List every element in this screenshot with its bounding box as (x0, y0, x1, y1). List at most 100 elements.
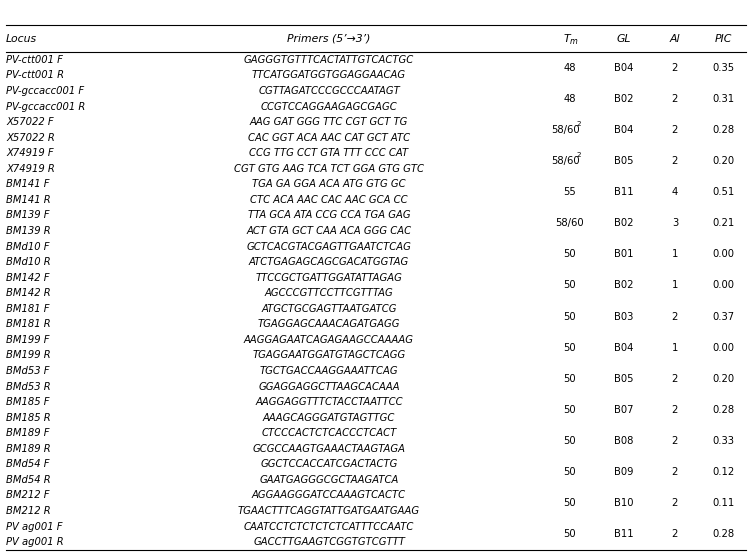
Text: 50: 50 (563, 467, 576, 477)
Text: 2: 2 (672, 529, 678, 539)
Text: B04: B04 (614, 125, 634, 135)
Text: 50: 50 (563, 343, 576, 353)
Text: Locus: Locus (6, 34, 37, 44)
Text: B08: B08 (614, 436, 634, 446)
Text: BMd10 F: BMd10 F (6, 241, 50, 251)
Text: BM139 R: BM139 R (6, 226, 51, 236)
Text: ATCTGAGAGCAGCGACATGGTAG: ATCTGAGAGCAGCGACATGGTAG (249, 257, 409, 267)
Text: GAGGGTGTTTCACTATTGTCACTGC: GAGGGTGTTTCACTATTGTCACTGC (244, 55, 414, 65)
Text: ATGCTGCGAGTTAATGATCG: ATGCTGCGAGTTAATGATCG (261, 304, 397, 314)
Text: BM141 F: BM141 F (6, 179, 50, 189)
Text: B10: B10 (614, 498, 634, 508)
Text: 2: 2 (672, 436, 678, 446)
Text: 3: 3 (672, 218, 678, 228)
Text: AGCCCGTTCCTTCGTTTAG: AGCCCGTTCCTTCGTTTAG (265, 288, 393, 298)
Text: TGCTGACCAAGGAAATTCAG: TGCTGACCAAGGAAATTCAG (259, 366, 399, 376)
Text: CAATCCTCTCTCTCTCATTTCCAATC: CAATCCTCTCTCTCTCATTTCCAATC (244, 521, 414, 531)
Text: B11: B11 (614, 187, 634, 197)
Text: 0.28: 0.28 (713, 405, 735, 415)
Text: BMd54 R: BMd54 R (6, 475, 51, 485)
Text: ACT GTA GCT CAA ACA GGG CAC: ACT GTA GCT CAA ACA GGG CAC (247, 226, 411, 236)
Text: PV-gccacc001 F: PV-gccacc001 F (6, 86, 84, 96)
Text: GCGCCAAGTGAAACTAAGTAGA: GCGCCAAGTGAAACTAAGTAGA (253, 444, 405, 454)
Text: GGAGGAGGCTTAAGCACAAA: GGAGGAGGCTTAAGCACAAA (258, 381, 400, 391)
Text: 0.51: 0.51 (713, 187, 735, 197)
Text: CTCCCACTCTCACCCTCACT: CTCCCACTCTCACCCTCACT (262, 428, 396, 438)
Text: BM141 R: BM141 R (6, 195, 51, 205)
Text: 50: 50 (563, 249, 576, 259)
Text: 2: 2 (672, 311, 678, 321)
Text: PV-ctt001 F: PV-ctt001 F (6, 55, 63, 65)
Text: 0.28: 0.28 (713, 125, 735, 135)
Text: 50: 50 (563, 374, 576, 384)
Text: 0.35: 0.35 (713, 63, 735, 73)
Text: 1: 1 (672, 281, 678, 291)
Text: 2: 2 (672, 156, 678, 166)
Text: B02: B02 (614, 218, 634, 228)
Text: CCG TTG CCT GTA TTT CCC CAT: CCG TTG CCT GTA TTT CCC CAT (250, 148, 408, 158)
Text: PIC: PIC (715, 34, 732, 44)
Text: 1: 1 (672, 249, 678, 259)
Text: TGAACTTTCAGGTATTGATGAATGAAG: TGAACTTTCAGGTATTGATGAATGAAG (238, 506, 420, 516)
Text: BM212 F: BM212 F (6, 491, 50, 501)
Text: B05: B05 (614, 156, 634, 166)
Text: TGA GA GGA ACA ATG GTG GC: TGA GA GGA ACA ATG GTG GC (252, 179, 406, 189)
Text: B09: B09 (614, 467, 634, 477)
Text: B04: B04 (614, 63, 634, 73)
Text: 4: 4 (672, 187, 678, 197)
Text: PV-gccacc001 R: PV-gccacc001 R (6, 101, 86, 111)
Text: PV-ctt001 R: PV-ctt001 R (6, 71, 64, 81)
Text: 58/60: 58/60 (551, 156, 581, 166)
Text: 0.00: 0.00 (713, 343, 735, 353)
Text: X57022 R: X57022 R (6, 133, 55, 143)
Text: BMd53 F: BMd53 F (6, 366, 50, 376)
Text: PV ag001 R: PV ag001 R (6, 537, 64, 547)
Text: 0.20: 0.20 (713, 374, 735, 384)
Text: BM142 R: BM142 R (6, 288, 51, 298)
Text: B05: B05 (614, 374, 634, 384)
Text: m: m (569, 38, 578, 46)
Text: 0.00: 0.00 (713, 249, 735, 259)
Text: CAC GGT ACA AAC CAT GCT ATC: CAC GGT ACA AAC CAT GCT ATC (248, 133, 410, 143)
Text: BM199 F: BM199 F (6, 335, 50, 345)
Text: B11: B11 (614, 529, 634, 539)
Text: BM142 F: BM142 F (6, 273, 50, 283)
Text: AGGAAGGGATCCAAAGTCACTC: AGGAAGGGATCCAAAGTCACTC (252, 491, 406, 501)
Text: CGTTAGATCCCGCCCAATAGT: CGTTAGATCCCGCCCAATAGT (258, 86, 400, 96)
Text: GGCTCCACCATCGACTACTG: GGCTCCACCATCGACTACTG (260, 459, 398, 469)
Text: CTC ACA AAC CAC AAC GCA CC: CTC ACA AAC CAC AAC GCA CC (250, 195, 408, 205)
Text: TTCATGGATGGTGGAGGAACAG: TTCATGGATGGTGGAGGAACAG (252, 71, 406, 81)
Text: BM185 R: BM185 R (6, 413, 51, 423)
Text: 2: 2 (576, 122, 581, 127)
Text: BM185 F: BM185 F (6, 397, 50, 407)
Text: TGAGGAGCAAACAGATGAGG: TGAGGAGCAAACAGATGAGG (258, 319, 400, 329)
Text: 0.12: 0.12 (713, 467, 735, 477)
Text: 2: 2 (672, 94, 678, 104)
Text: 0.20: 0.20 (713, 156, 735, 166)
Text: 2: 2 (576, 152, 581, 158)
Text: 48: 48 (563, 63, 576, 73)
Text: BMd54 F: BMd54 F (6, 459, 50, 469)
Text: TTA GCA ATA CCG CCA TGA GAG: TTA GCA ATA CCG CCA TGA GAG (247, 211, 411, 221)
Text: BM189 F: BM189 F (6, 428, 50, 438)
Text: PV ag001 F: PV ag001 F (6, 521, 62, 531)
Text: 0.33: 0.33 (713, 436, 735, 446)
Text: 2: 2 (672, 467, 678, 477)
Text: 48: 48 (563, 94, 576, 104)
Text: BM199 R: BM199 R (6, 351, 51, 361)
Text: GL: GL (617, 34, 632, 44)
Text: T: T (563, 34, 570, 44)
Text: TGAGGAATGGATGTAGCTCAGG: TGAGGAATGGATGTAGCTCAGG (253, 351, 405, 361)
Text: 2: 2 (672, 63, 678, 73)
Text: 1: 1 (672, 343, 678, 353)
Text: 2: 2 (672, 405, 678, 415)
Text: Primers (5’→3’): Primers (5’→3’) (287, 34, 371, 44)
Text: 0.21: 0.21 (713, 218, 735, 228)
Text: 50: 50 (563, 405, 576, 415)
Text: B02: B02 (614, 281, 634, 291)
Text: BM181 R: BM181 R (6, 319, 51, 329)
Text: B04: B04 (614, 343, 634, 353)
Text: 2: 2 (672, 125, 678, 135)
Text: BM139 F: BM139 F (6, 211, 50, 221)
Text: X57022 F: X57022 F (6, 117, 53, 127)
